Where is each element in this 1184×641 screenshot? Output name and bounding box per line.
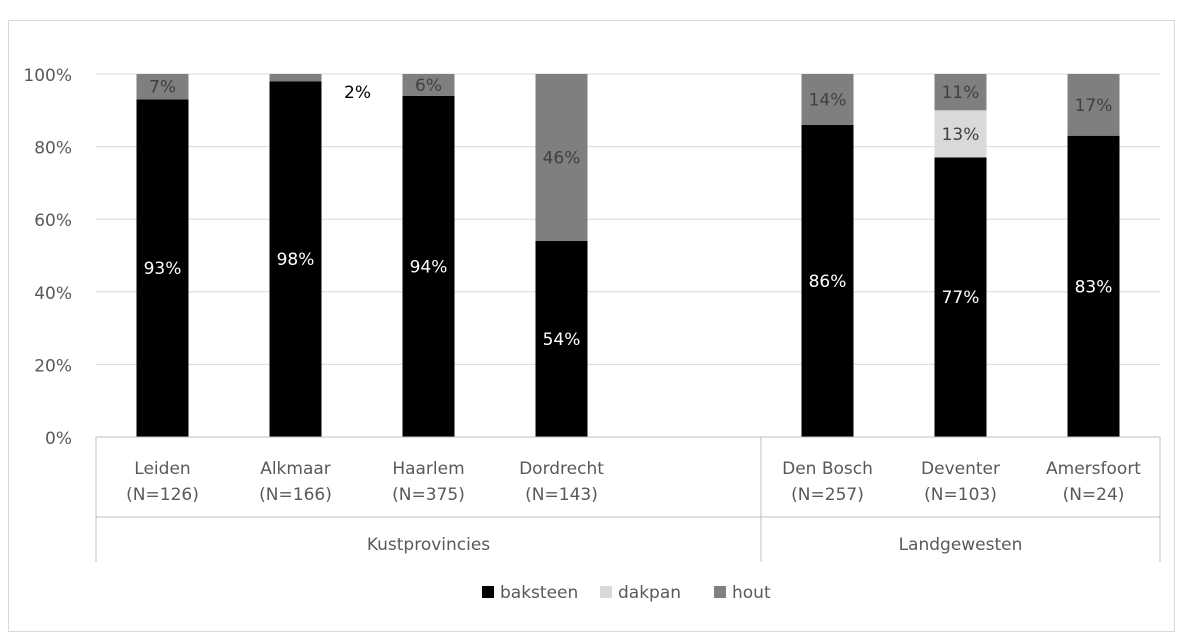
bar-segment-hout [801,74,854,125]
bar-segment-baksteen [801,124,854,437]
bars [136,74,1120,438]
bar-segment-baksteen [402,95,455,437]
x-tick-sublabel: (N=103) [924,485,997,505]
x-tick-label: Haarlem [392,459,464,479]
group-label: Landgewesten [899,535,1023,555]
x-tick-label: Alkmaar [260,459,331,479]
data-labels: 93% 7% 98% 2% 94% 6% 54% 46% 86% 14% 77% 13% 11% 83% 1… [144,76,1113,350]
y-tick-label: 100% [23,66,72,86]
bar-segment-hout [136,74,189,100]
bar-segment-hout [402,74,455,96]
data-label: 98% [277,250,315,270]
y-tick-label: 20% [34,356,72,376]
chart-frame [8,20,1175,632]
data-label: 86% [809,272,847,292]
x-tick-sublabel: (N=166) [259,485,332,505]
data-label: 11% [942,83,980,103]
axes: 0% 20% 40% 60% 80% 100% Leiden (N=126) Alkmaar (N… [23,66,1161,562]
data-label: 2% [344,83,371,103]
x-tick-label: Den Bosch [782,459,873,479]
data-label: 7% [149,78,176,98]
bar-segment-hout [934,74,987,111]
y-tick-label: 60% [34,211,72,231]
data-label: 93% [144,259,182,279]
bar-segment-hout [535,74,588,241]
x-tick-label: Dordrecht [519,459,604,479]
data-label: 46% [543,148,581,168]
data-label: 94% [410,257,448,277]
legend-label: dakpan [618,583,681,603]
bar-segment-baksteen [136,99,189,437]
legend-swatch-baksteen [482,586,494,598]
x-tick-sublabel: (N=143) [525,485,598,505]
x-tick-label: Deventer [921,459,1000,479]
x-tick-label: Leiden [134,459,190,479]
legend-label: baksteen [500,583,578,603]
bar-segment-baksteen [1067,135,1120,437]
y-tick-label: 40% [34,284,72,304]
data-label: 6% [415,76,442,96]
y-tick-label: 80% [34,139,72,159]
x-tick-label: Amersfoort [1046,459,1141,479]
x-tick-sublabel: (N=24) [1063,485,1125,505]
group-label: Kustprovincies [367,535,490,555]
data-label: 13% [942,125,980,145]
x-tick-sublabel: (N=375) [392,485,465,505]
bar-segment-hout [1067,74,1120,136]
legend-swatch-hout [714,586,726,598]
x-tick-sublabel: (N=126) [126,485,199,505]
data-label: 54% [543,330,581,350]
data-label: 83% [1075,277,1113,297]
bar-segment-baksteen [535,240,588,437]
legend-label: hout [732,583,771,603]
bar-segment-dakpan [934,110,987,158]
y-tick-label: 0% [45,429,72,449]
bar-segment-hout [269,74,322,82]
bar-segment-baksteen [269,81,322,437]
legend-swatch-dakpan [600,586,612,598]
bar-segment-baksteen [934,157,987,438]
gridlines [96,73,1160,365]
data-label: 17% [1075,96,1113,116]
x-tick-sublabel: (N=257) [791,485,864,505]
legend: baksteen dakpan hout [482,583,771,603]
data-label: 14% [809,90,847,110]
data-label: 77% [942,288,980,308]
